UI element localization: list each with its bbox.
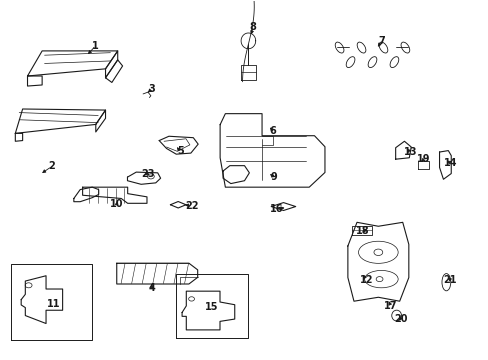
Text: 22: 22: [185, 201, 198, 211]
Text: 13: 13: [403, 147, 416, 157]
Text: 12: 12: [359, 275, 372, 285]
Text: 4: 4: [148, 283, 155, 293]
Text: 6: 6: [269, 126, 276, 135]
Text: 1: 1: [92, 41, 99, 50]
Text: 21: 21: [443, 275, 456, 285]
Text: 5: 5: [176, 146, 183, 156]
Text: 17: 17: [383, 301, 397, 311]
Text: 14: 14: [443, 158, 456, 168]
Text: 10: 10: [110, 199, 123, 210]
Text: 9: 9: [270, 172, 277, 182]
Text: 18: 18: [355, 226, 368, 236]
Text: 3: 3: [148, 84, 155, 94]
Text: 11: 11: [46, 299, 60, 309]
Text: 15: 15: [204, 302, 218, 312]
Text: 7: 7: [378, 36, 385, 46]
Text: 2: 2: [48, 161, 55, 171]
Text: 23: 23: [141, 168, 154, 179]
Text: 8: 8: [249, 22, 256, 32]
Text: 20: 20: [393, 314, 407, 324]
Text: 19: 19: [416, 154, 430, 164]
Text: 16: 16: [269, 204, 283, 214]
